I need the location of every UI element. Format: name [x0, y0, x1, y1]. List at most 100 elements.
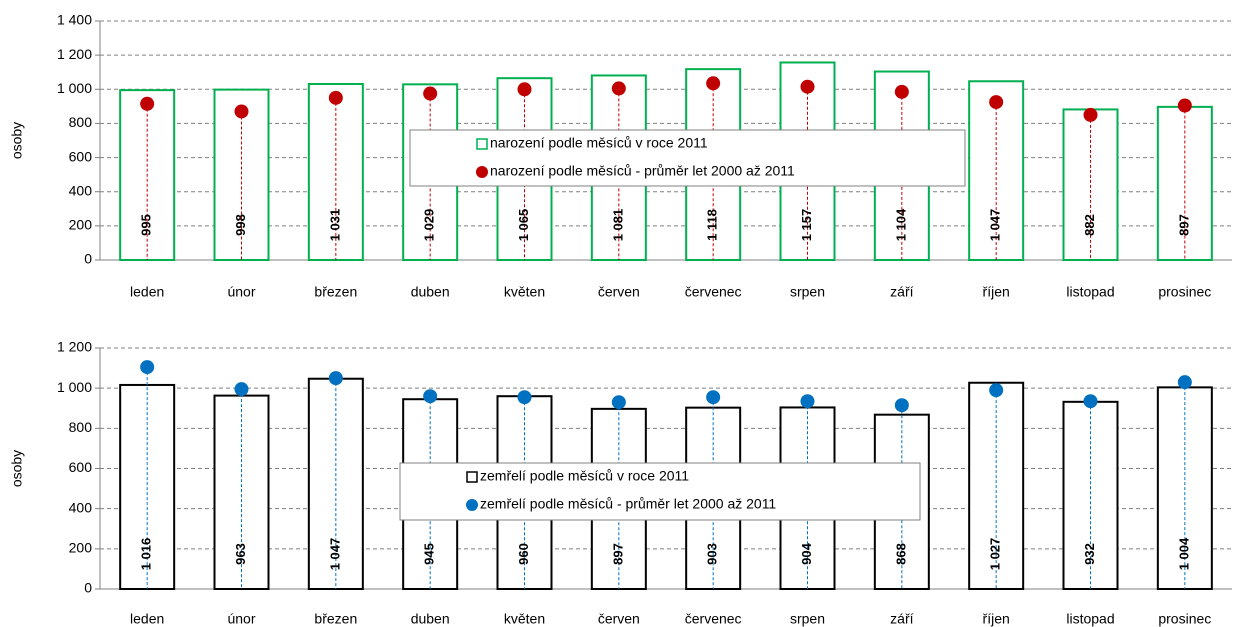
- value-label: 1 029: [422, 209, 437, 242]
- y-tick-label: 400: [69, 499, 93, 515]
- x-tick-label: září: [890, 611, 913, 627]
- dot: [1177, 375, 1192, 390]
- dot: [517, 82, 532, 97]
- dot: [423, 389, 438, 404]
- value-label: 897: [610, 543, 625, 565]
- value-label: 904: [799, 542, 814, 564]
- y-tick-label: 1 000: [57, 80, 92, 96]
- value-label: 998: [233, 214, 248, 236]
- y-tick-label: 600: [69, 148, 93, 164]
- value-label: 1 031: [327, 209, 342, 242]
- x-tick-label: září: [890, 284, 913, 300]
- dot: [423, 86, 438, 101]
- x-tick-label: duben: [411, 611, 450, 627]
- dot: [989, 95, 1004, 110]
- x-tick-label: červen: [598, 611, 640, 627]
- x-tick-label: srpen: [790, 611, 825, 627]
- y-tick-label: 0: [84, 580, 92, 596]
- y-tick-label: 200: [69, 540, 93, 556]
- dot: [611, 81, 626, 96]
- x-tick-label: srpen: [790, 284, 825, 300]
- value-label: 868: [893, 543, 908, 565]
- x-tick-label: červenec: [685, 284, 742, 300]
- dot: [989, 383, 1004, 398]
- value-label: 1 004: [1176, 537, 1191, 570]
- legend-label: zemřelí podle měsíců - průměr let 2000 a…: [480, 496, 776, 512]
- y-tick-label: 0: [84, 251, 92, 267]
- dot: [1083, 394, 1098, 409]
- x-tick-label: březen: [314, 284, 357, 300]
- y-tick-label: 1 000: [57, 379, 92, 395]
- value-label: 945: [422, 543, 437, 565]
- dot: [234, 104, 249, 119]
- x-tick-label: únor: [227, 611, 255, 627]
- x-tick-label: prosinec: [1158, 611, 1211, 627]
- dot: [1083, 107, 1098, 122]
- legend-swatch: [476, 138, 488, 150]
- legend-swatch: [476, 166, 488, 178]
- x-tick-label: květen: [504, 611, 545, 627]
- x-tick-label: červenec: [685, 611, 742, 627]
- dot: [800, 79, 815, 94]
- dot: [894, 398, 909, 413]
- legend-swatch: [466, 499, 478, 511]
- value-label: 1 104: [893, 208, 908, 241]
- x-tick-label: prosinec: [1158, 284, 1211, 300]
- value-label: 1 016: [139, 538, 154, 571]
- dot: [894, 84, 909, 99]
- y-tick-label: 800: [69, 114, 93, 130]
- value-label: 932: [1082, 543, 1097, 565]
- value-label: 1 065: [516, 209, 531, 242]
- legend-label: narození podle měsíců v roce 2011: [490, 135, 708, 151]
- dot: [140, 360, 155, 375]
- dot: [328, 371, 343, 386]
- value-label: 882: [1082, 214, 1097, 236]
- y-tick-label: 400: [69, 182, 93, 198]
- y-tick-label: 600: [69, 459, 93, 475]
- value-label: 1 081: [610, 209, 625, 242]
- dot: [517, 390, 532, 405]
- x-tick-label: červen: [598, 284, 640, 300]
- x-tick-label: listopad: [1066, 611, 1114, 627]
- x-tick-label: leden: [130, 284, 164, 300]
- value-label: 963: [233, 543, 248, 565]
- legend-label: zemřelí podle měsíců v roce 2011: [480, 468, 689, 484]
- y-tick-label: 1 400: [57, 12, 92, 28]
- y-axis-label: osoby: [9, 122, 25, 159]
- x-tick-label: únor: [227, 284, 255, 300]
- dot: [328, 90, 343, 105]
- x-tick-label: květen: [504, 284, 545, 300]
- value-label: 1 047: [327, 538, 342, 571]
- value-label: 1 157: [799, 209, 814, 242]
- value-label: 1 047: [988, 209, 1003, 242]
- y-axis-label: osoby: [9, 450, 25, 487]
- dot: [706, 76, 721, 91]
- x-tick-label: říjen: [983, 284, 1010, 300]
- legend-label: narození podle měsíců - průměr let 2000 …: [490, 163, 795, 179]
- dot: [800, 394, 815, 409]
- x-tick-label: říjen: [983, 611, 1010, 627]
- legend-box: [409, 129, 966, 187]
- dot: [234, 382, 249, 397]
- dot: [706, 390, 721, 405]
- x-tick-label: leden: [130, 611, 164, 627]
- x-tick-label: duben: [411, 284, 450, 300]
- bar: [968, 80, 1025, 261]
- dot: [1177, 98, 1192, 113]
- value-label: 960: [516, 543, 531, 565]
- y-tick-label: 1 200: [57, 46, 92, 62]
- value-label: 897: [1176, 214, 1191, 236]
- legend-box: [399, 462, 921, 521]
- y-tick-label: 800: [69, 419, 93, 435]
- x-tick-label: březen: [314, 611, 357, 627]
- x-tick-label: listopad: [1066, 284, 1114, 300]
- dot: [140, 96, 155, 111]
- y-tick-label: 1 200: [57, 339, 92, 355]
- value-label: 1 118: [705, 209, 720, 241]
- value-label: 995: [139, 214, 154, 236]
- dot: [611, 395, 626, 410]
- legend-swatch: [466, 471, 478, 483]
- y-tick-label: 200: [69, 217, 93, 233]
